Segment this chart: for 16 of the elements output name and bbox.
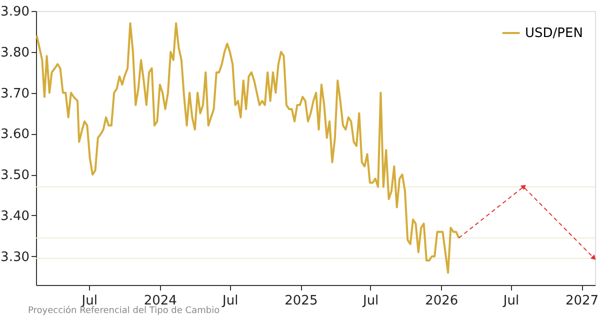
- legend-label: USD/PEN: [525, 26, 583, 41]
- line-series: [36, 22, 460, 274]
- y-tick-label: 3.70: [0, 86, 30, 102]
- y-tick-label: 3.40: [0, 208, 30, 224]
- x-tick-label: Jul: [502, 294, 520, 308]
- text: Proyección Referencial del Tipo de Cambio: [28, 305, 220, 316]
- x-tick-label: Jul: [222, 294, 238, 308]
- y-tick-label: 3.50: [0, 168, 30, 184]
- x-tick-label: 2026: [425, 294, 458, 308]
- y-tick-label: 3.60: [0, 127, 30, 142]
- y-tick-label: 3.90: [0, 4, 30, 20]
- x-tick-label: Jul: [362, 294, 379, 308]
- y-tick-label: 3.30: [0, 250, 30, 265]
- x-tick-label: 2025: [284, 294, 318, 308]
- y-tick-label: 3.80: [0, 45, 30, 60]
- x-tick-label: 2027: [565, 294, 599, 308]
